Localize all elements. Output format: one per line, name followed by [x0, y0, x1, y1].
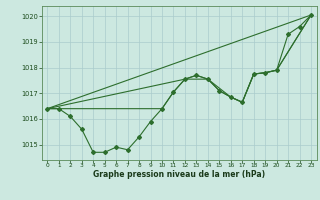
X-axis label: Graphe pression niveau de la mer (hPa): Graphe pression niveau de la mer (hPa): [93, 170, 265, 179]
